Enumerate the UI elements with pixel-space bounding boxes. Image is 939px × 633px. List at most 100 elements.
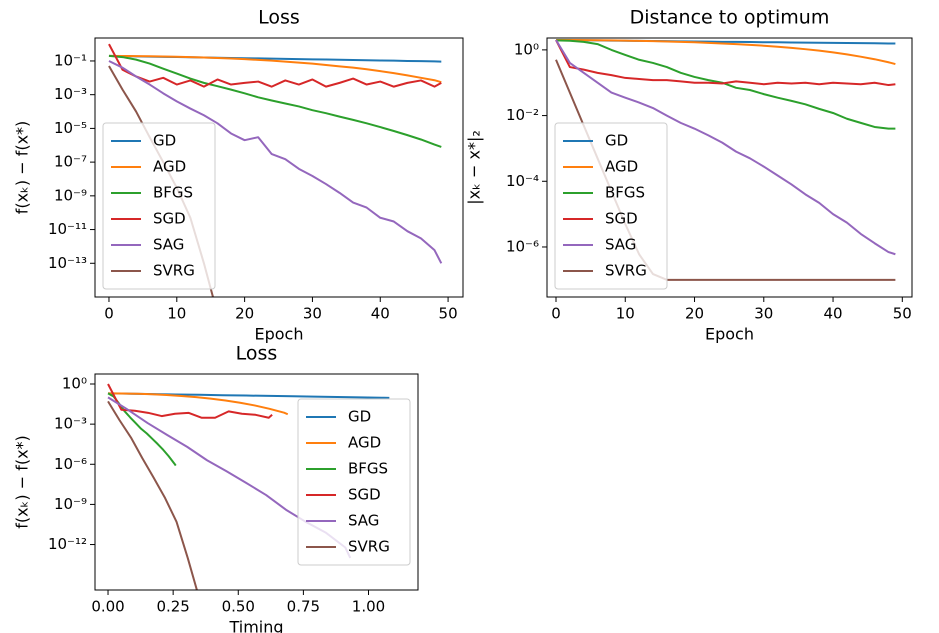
y-tick-label: 10⁻¹³ — [48, 254, 87, 272]
legend-label: SGD — [153, 210, 186, 228]
legend-label: SGD — [348, 486, 381, 504]
y-tick-label: 10⁻⁹ — [54, 186, 87, 204]
legend-item: SGD — [111, 210, 186, 228]
legend-item: BFGS — [563, 184, 645, 202]
legend-item: GD — [111, 132, 176, 150]
legend-item: SAG — [563, 236, 636, 254]
legend-item: SGD — [563, 210, 638, 228]
chart-title: Loss — [258, 7, 300, 29]
y-axis-label: f(xₖ) − f(x*) — [13, 121, 32, 215]
legend-item: AGD — [111, 158, 186, 176]
x-tick-label: 30 — [754, 305, 773, 323]
legend-label: SVRG — [605, 262, 647, 280]
series-line — [108, 54, 442, 148]
legend: GD AGD BFGS SGD SAG SVRG — [297, 398, 411, 566]
y-tick-label: 10⁻¹¹ — [48, 220, 87, 238]
legend-label: GD — [348, 408, 371, 426]
x-tick-label: 0.00 — [91, 598, 124, 616]
legend-item: BFGS — [306, 460, 388, 478]
legend-box — [554, 122, 668, 290]
y-tick-label: 10⁰ — [62, 375, 87, 393]
x-tick-label: 0.50 — [222, 598, 255, 616]
legend-item: SVRG — [111, 262, 195, 280]
series-line — [107, 400, 198, 590]
x-tick-label: 10 — [167, 305, 186, 323]
y-tick-label: 10⁻⁹ — [54, 495, 87, 513]
legend-item: GD — [563, 132, 628, 150]
legend-label: SAG — [348, 512, 379, 530]
x-tick-label: 20 — [235, 305, 254, 323]
x-tick-label: 40 — [823, 305, 842, 323]
legend-label: AGD — [605, 158, 638, 176]
legend-label: SGD — [605, 210, 638, 228]
legend-label: AGD — [153, 158, 186, 176]
x-tick-label: 50 — [893, 305, 912, 323]
x-tick-label: 40 — [371, 305, 390, 323]
legend: GD AGD BFGS SGD SAG SVRG — [554, 122, 668, 290]
x-axis-label: Epoch — [705, 325, 754, 344]
x-tick-label: 1.00 — [352, 598, 385, 616]
x-tick-label: 10 — [616, 305, 635, 323]
y-tick-label: 10⁻⁴ — [506, 172, 539, 190]
y-tick-label: 10⁻² — [506, 106, 539, 124]
y-tick-label: 10⁻¹² — [48, 535, 87, 553]
chart-title: Loss — [236, 343, 278, 365]
y-tick-label: 10⁻⁶ — [506, 237, 539, 255]
legend-label: SAG — [605, 236, 636, 254]
y-tick-label: 10⁻⁷ — [54, 153, 87, 171]
chart-title: Distance to optimum — [630, 7, 830, 29]
legend-label: SVRG — [348, 538, 390, 556]
plot-frame — [94, 37, 464, 298]
legend-item: SVRG — [306, 538, 390, 556]
legend-label: BFGS — [153, 184, 193, 202]
y-tick-label: 10⁻¹ — [54, 51, 87, 69]
plot-frame — [94, 373, 419, 591]
legend-label: GD — [153, 132, 176, 150]
legend-item: SGD — [306, 486, 381, 504]
series-line — [108, 60, 443, 264]
legend-label: BFGS — [605, 184, 645, 202]
legend-label: AGD — [348, 434, 381, 452]
y-axis-label: f(xₖ) − f(x*) — [13, 435, 32, 529]
x-tick-label: 0.75 — [287, 598, 320, 616]
y-tick-label: 10⁻⁵ — [54, 119, 87, 137]
legend-item: AGD — [306, 434, 381, 452]
legend-item: AGD — [563, 158, 638, 176]
series-line — [556, 38, 896, 66]
legend-label: BFGS — [348, 460, 388, 478]
subplot: Loss Timing f(xₖ) − f(x*) 0.00 0.25 0.50 0.75 1… — [13, 343, 419, 633]
series-line — [555, 39, 896, 256]
series-line — [108, 392, 289, 416]
y-tick-label: 10⁻³ — [54, 415, 87, 433]
legend-box — [102, 122, 216, 290]
series-line — [555, 39, 896, 130]
lines — [108, 43, 443, 297]
legend: GD AGD BFGS SGD SAG SVRG — [102, 122, 216, 290]
legend-item: BFGS — [111, 184, 193, 202]
x-tick-label: 20 — [685, 305, 704, 323]
y-tick-label: 10⁻³ — [54, 85, 87, 103]
x-tick-label: 30 — [303, 305, 322, 323]
x-tick-label: 0 — [551, 305, 561, 323]
subplot: Loss Epoch f(xₖ) − f(x*) 0 10 20 30 40 50 10⁻¹ 10⁻… — [13, 7, 464, 344]
legend-item: SAG — [306, 512, 379, 530]
legend-item: SVRG — [563, 262, 647, 280]
series-line — [555, 39, 896, 87]
y-tick-label: 10⁻⁶ — [54, 455, 87, 473]
x-axis-label: Epoch — [255, 325, 304, 344]
x-tick-label: 0 — [104, 305, 114, 323]
y-axis-label: |xₖ − x*|₂ — [465, 130, 484, 205]
legend-label: SVRG — [153, 262, 195, 280]
series-line — [107, 383, 273, 419]
subplot: Distance to optimum Epoch |xₖ − x*|₂ 0 10 20 3… — [465, 7, 913, 344]
plot-frame — [546, 37, 913, 298]
legend-label: SAG — [153, 236, 184, 254]
series-line — [108, 54, 442, 84]
series-line — [108, 43, 442, 88]
legend-box — [297, 398, 411, 566]
legend-item: SAG — [111, 236, 184, 254]
x-axis-label: Timing — [228, 618, 283, 633]
x-tick-label: 0.25 — [156, 598, 189, 616]
legend-label: GD — [605, 132, 628, 150]
